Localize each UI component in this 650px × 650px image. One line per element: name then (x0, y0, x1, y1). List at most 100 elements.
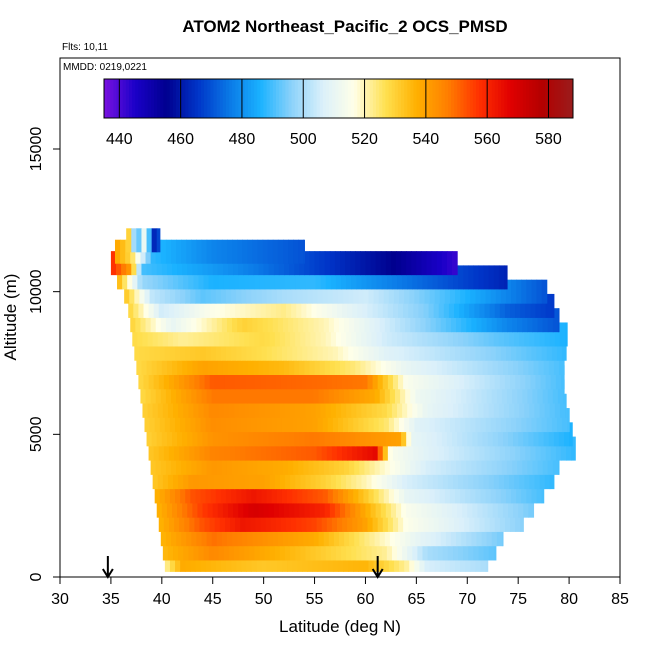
heatmap-cell (534, 465, 541, 490)
heatmap-cell (449, 336, 456, 361)
heatmap-cell (404, 479, 410, 504)
heatmap-cell (169, 279, 176, 304)
colorbar-segment (116, 79, 121, 118)
heatmap-cell (307, 408, 314, 433)
heatmap-cell (323, 379, 330, 404)
heatmap-cell (260, 436, 267, 461)
heatmap-cell (560, 436, 567, 461)
heatmap-cell (301, 293, 307, 318)
heatmap-cell (442, 265, 449, 290)
heatmap-cell (375, 251, 382, 276)
heatmap-cell (446, 251, 453, 276)
heatmap-cell (352, 293, 358, 318)
heatmap-cell (272, 239, 279, 264)
heatmap-cell (350, 493, 356, 518)
flights-label: Flts: 10,11 (62, 42, 108, 53)
heatmap-cell (249, 322, 256, 347)
heatmap-cell (542, 450, 549, 475)
colorbar-segment (338, 79, 343, 118)
heatmap-cell (433, 293, 440, 318)
heatmap-cell (304, 351, 311, 375)
heatmap-cell (300, 536, 306, 561)
colorbar-segment (401, 79, 405, 118)
heatmap-cell (202, 422, 209, 447)
heatmap-cell (550, 436, 557, 461)
heatmap-cell (214, 293, 221, 318)
heatmap-cell (344, 522, 350, 547)
heatmap-cell (154, 408, 161, 433)
heatmap-cell (321, 365, 328, 390)
colorbar-segment (260, 79, 264, 118)
heatmap-cell (463, 265, 469, 290)
heatmap-cell (516, 479, 522, 504)
heatmap-cell (517, 379, 523, 404)
heatmap-cell (333, 522, 340, 547)
heatmap-cell (181, 450, 187, 475)
heatmap-cell (424, 408, 431, 433)
heatmap-cell (368, 279, 375, 304)
heatmap-cell (485, 479, 492, 504)
heatmap-cell (296, 293, 302, 318)
heatmap-cell (509, 322, 515, 347)
heatmap-cell (437, 465, 444, 490)
heatmap-cell (190, 279, 197, 304)
heatmap-cell (191, 522, 198, 547)
heatmap-cell (373, 336, 380, 361)
heatmap-cell (165, 308, 172, 333)
colorbar-segment (185, 79, 189, 118)
heatmap-cell (216, 450, 223, 475)
heatmap-cell (329, 493, 336, 518)
heatmap-cell (262, 450, 269, 475)
heatmap-cell (458, 265, 464, 290)
heatmap-cell (311, 293, 318, 318)
heatmap-cell (205, 479, 212, 504)
heatmap-cell (137, 265, 144, 290)
heatmap-cell (397, 465, 403, 490)
heatmap-cell (407, 265, 413, 290)
heatmap-cell (152, 393, 159, 418)
heatmap-cell (297, 408, 303, 433)
heatmap-cell (306, 436, 313, 461)
heatmap-cell (319, 351, 326, 375)
colorbar-segment (197, 79, 202, 118)
heatmap-cell (366, 393, 373, 418)
heatmap-cell (495, 408, 502, 433)
heatmap-cell (366, 265, 373, 290)
heatmap-cell (374, 522, 381, 547)
heatmap-cell (413, 436, 419, 461)
heatmap-cell (204, 507, 211, 532)
heatmap-cell (221, 379, 228, 404)
heatmap-cell (208, 465, 215, 490)
heatmap-cell (242, 522, 248, 547)
heatmap-cell (539, 393, 546, 418)
heatmap-cell (500, 336, 507, 361)
heatmap-cell (148, 365, 155, 390)
heatmap-cell (202, 351, 209, 375)
heatmap-cell (394, 450, 401, 475)
heatmap-cell (385, 493, 392, 518)
heatmap-cell (424, 336, 431, 361)
heatmap-cell (417, 393, 424, 418)
heatmap-cell (376, 465, 383, 490)
heatmap-cell (218, 536, 225, 561)
heatmap-cell (372, 365, 379, 390)
heatmap-cell (263, 422, 270, 447)
heatmap-cell (467, 422, 473, 447)
heatmap-cell (362, 507, 369, 532)
colorbar-segment (363, 79, 368, 118)
heatmap-cell (412, 393, 418, 418)
heatmap-cell (134, 336, 141, 361)
heatmap-cell (275, 293, 282, 318)
colorbar-segment (154, 79, 158, 118)
heatmap-cell (154, 279, 161, 304)
heatmap-cell (521, 279, 527, 304)
heatmap-cell (427, 465, 434, 490)
heatmap-cell (273, 422, 280, 447)
heatmap-cell (470, 279, 477, 304)
colorbar-segment (138, 79, 143, 118)
heatmap-cell (126, 228, 132, 253)
heatmap-cell (195, 479, 202, 504)
heatmap-cell (361, 465, 368, 490)
colorbar-segment (332, 79, 336, 118)
heatmap-cell (268, 351, 275, 375)
